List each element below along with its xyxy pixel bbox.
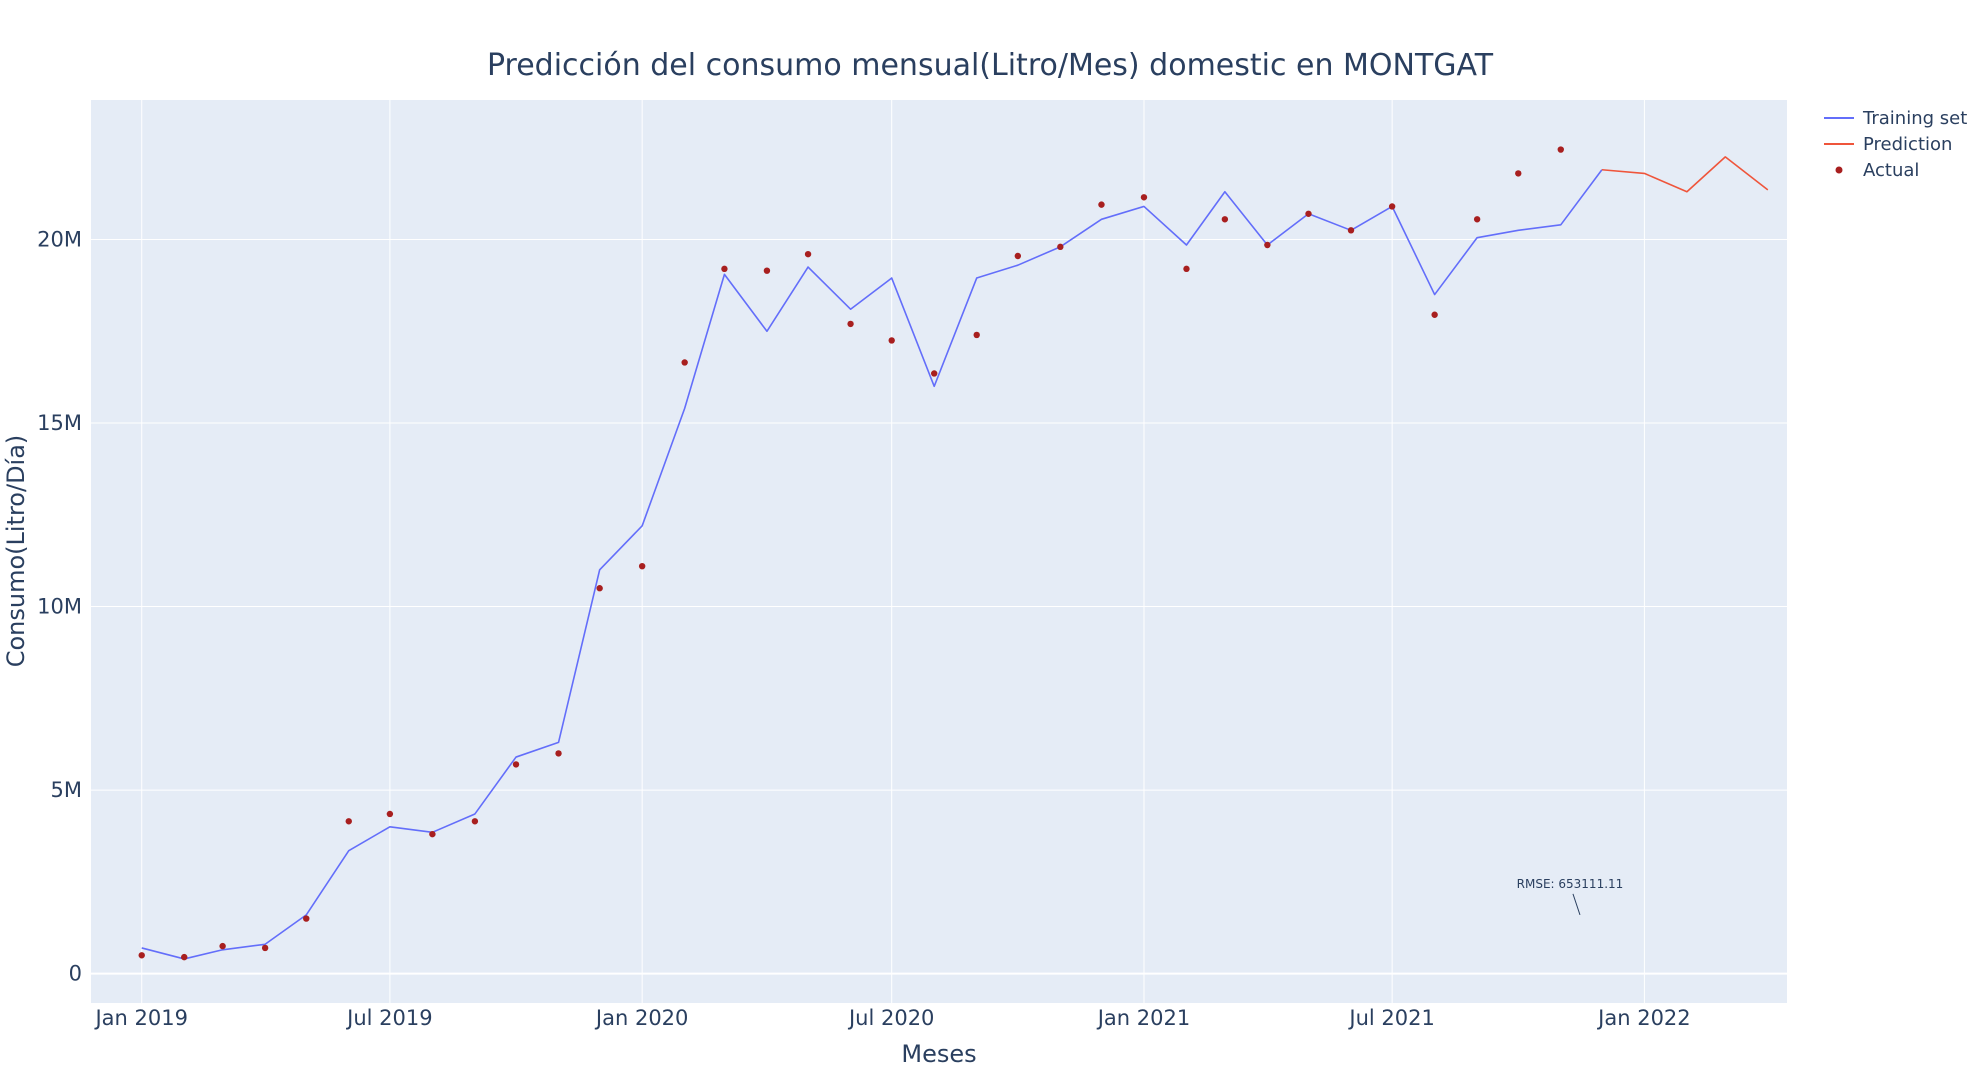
actual-point xyxy=(847,320,854,328)
x-tick-label: Jan 2020 xyxy=(594,1006,689,1030)
legend-label: Training set xyxy=(1862,108,1967,129)
actual-point xyxy=(638,562,646,570)
annotation-text: RMSE: 653111.11 xyxy=(1517,877,1624,891)
actual-point xyxy=(1305,210,1312,217)
actual-point xyxy=(1057,243,1064,251)
y-tick-label: 15M xyxy=(37,411,82,435)
legend-label: Actual xyxy=(1863,160,1919,181)
x-tick-label: Jul 2019 xyxy=(345,1006,432,1030)
actual-point xyxy=(1183,265,1190,273)
actual-point xyxy=(681,359,688,366)
actual-point xyxy=(555,750,562,757)
prediction-line xyxy=(1601,156,1769,193)
y-axis-ticks: 0 5M 10M 15M 20M xyxy=(37,227,82,985)
actual-point xyxy=(138,952,145,959)
legend[interactable]: Training set Prediction Actual xyxy=(1824,108,1967,181)
legend-swatch-actual xyxy=(1835,166,1843,174)
training-set-line xyxy=(141,169,1603,960)
x-tick-label: Jan 2021 xyxy=(1096,1006,1191,1030)
actual-point xyxy=(804,250,812,258)
actual-point xyxy=(1515,170,1522,177)
legend-label: Prediction xyxy=(1863,134,1952,155)
x-tick-label: Jan 2022 xyxy=(1596,1006,1691,1030)
y-tick-label: 10M xyxy=(37,595,82,619)
actual-point xyxy=(429,830,436,838)
actual-point xyxy=(888,337,895,344)
annotation-layer: RMSE: 653111.11 xyxy=(1517,877,1624,916)
actual-point xyxy=(721,265,728,273)
plot-area xyxy=(91,100,1787,1003)
actual-point xyxy=(973,331,980,339)
actual-point xyxy=(763,267,771,274)
x-axis-title: Meses xyxy=(901,1040,976,1068)
actual-point xyxy=(1014,252,1022,260)
actual-point xyxy=(1347,227,1355,234)
actual-point xyxy=(1388,203,1396,210)
y-tick-label: 5M xyxy=(51,778,82,802)
grid-lines xyxy=(91,100,1787,1003)
actual-point xyxy=(345,818,352,825)
actual-point xyxy=(1098,201,1105,208)
x-tick-label: Jul 2021 xyxy=(1347,1006,1434,1030)
actual-point xyxy=(303,915,310,922)
actual-point xyxy=(181,953,188,961)
legend-item-prediction[interactable]: Prediction xyxy=(1824,134,1952,155)
y-tick-label: 20M xyxy=(37,227,82,251)
annotation-arrow xyxy=(1572,893,1581,916)
actual-point xyxy=(512,761,520,768)
x-tick-label: Jul 2020 xyxy=(847,1006,934,1030)
actual-point xyxy=(596,585,603,592)
actual-point xyxy=(931,370,938,377)
actual-point xyxy=(1221,216,1229,223)
chart-title: Predicción del consumo mensual(Litro/Mes… xyxy=(487,48,1494,83)
x-tick-label: Jan 2019 xyxy=(93,1006,188,1030)
series-layer xyxy=(138,146,1769,961)
legend-item-actual[interactable]: Actual xyxy=(1835,160,1920,181)
actual-point xyxy=(471,818,479,825)
actual-point xyxy=(261,944,269,952)
actual-point xyxy=(1264,241,1271,249)
actual-point xyxy=(1140,194,1148,201)
actual-point xyxy=(386,810,394,818)
y-axis-title: Consumo(Litro/Día) xyxy=(2,435,30,668)
legend-item-training-set[interactable]: Training set xyxy=(1824,108,1967,129)
actual-point xyxy=(1431,311,1438,318)
actual-point xyxy=(1473,216,1481,223)
y-tick-label: 0 xyxy=(69,962,82,986)
x-axis-ticks: Jan 2019 Jul 2019 Jan 2020 Jul 2020 Jan 2021… xyxy=(93,1006,1690,1030)
actual-point xyxy=(1557,146,1564,153)
actual-point xyxy=(219,942,226,950)
